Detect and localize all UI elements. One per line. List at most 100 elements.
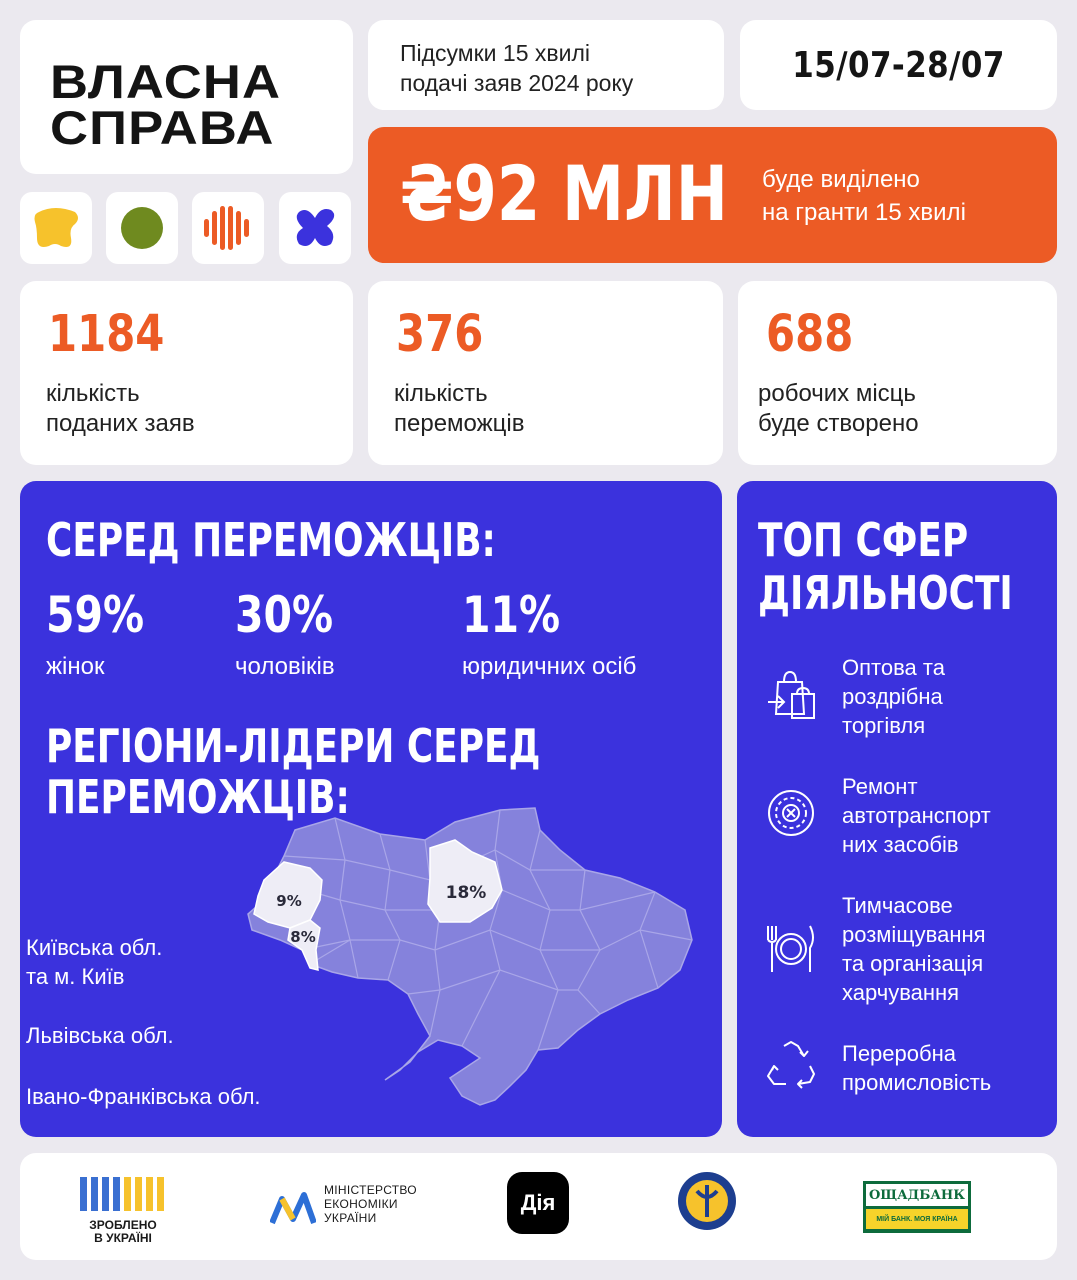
sphere-item-line: Ремонт (842, 774, 918, 799)
sphere-item-line: торгівля (842, 713, 926, 738)
summary-line-2: подачі заяв 2024 року (400, 70, 634, 96)
stat-card-jobs: 688 робочих місць буде створено (738, 281, 1057, 465)
recycle-icon (767, 1041, 815, 1089)
map-label-kyiv: 18% (446, 883, 487, 903)
dates-card: 15/07-28/07 (740, 20, 1057, 110)
budget-description: буде виділено на гранти 15 хвилі (762, 163, 966, 229)
stat-value: 688 (766, 305, 854, 364)
winners-women-value: 59% (46, 586, 145, 644)
winners-heading: СЕРЕД ПЕРЕМОЖЦІВ: (46, 513, 496, 567)
budget-amount: ₴92 МЛН (400, 149, 728, 238)
plate-cutlery-icon (767, 925, 814, 972)
made-in-ukraine-line-1: ЗРОБЛЕНО (89, 1218, 157, 1232)
sphere-item-line: роздрібна (842, 684, 943, 709)
stat-label-line-2: буде створено (758, 410, 919, 437)
ivano-frankivsk-region-highlight (287, 919, 321, 971)
region-item-ivano-frankivsk: Івано-Франківська обл. (26, 1082, 261, 1111)
ukraine-map: 18% 9% 8% (247, 807, 693, 1106)
regions-heading-line-2: ПЕРЕМОЖЦІВ: (46, 770, 350, 824)
stat-label-line-2: поданих заяв (46, 410, 195, 437)
date-range: 15/07-28/07 (792, 44, 1005, 86)
yellow-shape-icon (34, 208, 78, 247)
summary-line-1: Підсумки 15 хвилі (400, 40, 590, 66)
stat-card-winners: 376 кількість переможців (368, 281, 723, 465)
gear-wrench-icon (768, 790, 814, 836)
top-spheres-heading-line-2: ДІЯЛЬНОСТІ (758, 566, 1013, 620)
budget-card: ₴92 МЛН буде виділено на гранти 15 хвилі (368, 127, 1057, 263)
top-spheres-card (737, 481, 1057, 1137)
sphere-item-line: промисловість (842, 1070, 992, 1095)
sphere-item-line: Оптова та (842, 655, 945, 680)
ministry-line-3: УКРАЇНИ (324, 1211, 377, 1225)
olive-circle-icon (121, 207, 163, 249)
ministry-line-1: МІНІСТЕРСТВО (324, 1183, 417, 1197)
sphere-item-1: Оптова та роздрібна торгівля (842, 653, 945, 740)
winners-card (20, 481, 722, 1137)
winners-women-label: жінок (46, 653, 105, 680)
stat-card-applications: 1184 кількість поданих заяв (20, 281, 353, 465)
sphere-item-line: них засобів (842, 832, 959, 857)
partners-bar: ЗРОБЛЕНО В УКРАЇНІ МІНІСТЕРСТВО ЕКОНОМІК… (20, 1153, 1057, 1260)
blue-star-tile (279, 192, 351, 264)
map-label-lviv: 9% (276, 892, 301, 910)
stat-label-line-1: робочих місць (758, 380, 916, 407)
sphere-item-line: Тимчасове (842, 893, 953, 918)
region-item-lviv: Львівська обл. (26, 1021, 174, 1050)
stat-label: кількість поданих заяв (46, 379, 195, 439)
olive-circle-tile (106, 192, 178, 264)
oschadbank-tagline: МІЙ БАНК. МОЯ КРАЇНА (866, 1209, 968, 1229)
logo-line-1: ВЛАСНА (50, 55, 282, 108)
stat-value: 376 (396, 305, 484, 364)
winners-women: 59% жінок (46, 586, 166, 680)
orange-bars-tile (192, 192, 264, 264)
summary-card: Підсумки 15 хвилі подачі заяв 2024 року (368, 20, 724, 110)
winners-legal-value: 11% (462, 586, 561, 644)
map-label-ivano-frankivsk: 8% (290, 928, 315, 946)
logo-line-2: СПРАВА (50, 101, 275, 154)
blue-star-icon (296, 209, 335, 246)
made-in-ukraine-stripes-icon (80, 1177, 164, 1211)
region-borders (271, 809, 693, 1051)
sphere-item-line: та організація (842, 951, 984, 976)
sphere-item-3: Тимчасове розміщування та організація ха… (842, 891, 986, 1007)
employment-service-emblem-icon (678, 1172, 736, 1230)
diia-logo: Дія (507, 1172, 569, 1234)
stat-label-line-2: переможців (394, 410, 525, 437)
made-in-ukraine-logo: ЗРОБЛЕНО В УКРАЇНІ (80, 1177, 166, 1245)
winners-men-value: 30% (235, 586, 334, 644)
stat-label: робочих місць буде створено (758, 379, 919, 439)
stat-label-line-1: кількість (394, 380, 488, 407)
orange-bars-icon (204, 206, 249, 250)
winners-men-label: чоловіків (235, 653, 335, 680)
yellow-shape-tile (20, 192, 92, 264)
region-item-line-2: та м. Київ (26, 964, 125, 989)
sphere-item-line: харчування (842, 980, 960, 1005)
region-item-kyiv: Київська обл. та м. Київ (26, 933, 162, 991)
made-in-ukraine-line-2: В УКРАЇНІ (94, 1231, 152, 1245)
budget-desc-line-1: буде виділено (762, 166, 920, 193)
shopping-bags-icon (768, 670, 815, 719)
ministry-line-2: ЕКОНОМІКИ (324, 1197, 398, 1211)
oschadbank-name: ОЩАДБАНК (866, 1184, 968, 1206)
region-item-line-1: Львівська обл. (26, 1023, 174, 1048)
winners-legal: 11% юридичних осіб (462, 586, 636, 680)
ministry-m-icon (270, 1192, 316, 1225)
top-spheres-heading-line-1: ТОП СФЕР (758, 513, 969, 567)
sphere-item-line: автотранспорт (842, 803, 991, 828)
stat-label: кількість переможців (394, 379, 525, 439)
sphere-item-2: Ремонт автотранспорт них засобів (842, 772, 991, 859)
sphere-item-line: Переробна (842, 1041, 956, 1066)
regions-heading-line-1: РЕГІОНИ-ЛІДЕРИ СЕРЕД (46, 719, 541, 773)
sphere-item-4: Переробна промисловість (842, 1039, 991, 1097)
winners-men: 30% чоловіків (235, 586, 355, 680)
budget-desc-line-2: на гранти 15 хвилі (762, 199, 966, 226)
winners-legal-label: юридичних осіб (462, 653, 637, 680)
project-logo: ВЛАСНА СПРАВА (20, 20, 353, 174)
region-item-line-1: Івано-Франківська обл. (26, 1084, 261, 1109)
region-item-line-1: Київська обл. (26, 935, 163, 960)
stat-label-line-1: кількість (46, 380, 140, 407)
diia-logo-text: Дія (520, 1190, 556, 1215)
kyiv-region-highlight (427, 839, 503, 923)
oschadbank-logo: ОЩАДБАНК МІЙ БАНК. МОЯ КРАЇНА (863, 1181, 971, 1233)
stat-value: 1184 (48, 305, 165, 364)
